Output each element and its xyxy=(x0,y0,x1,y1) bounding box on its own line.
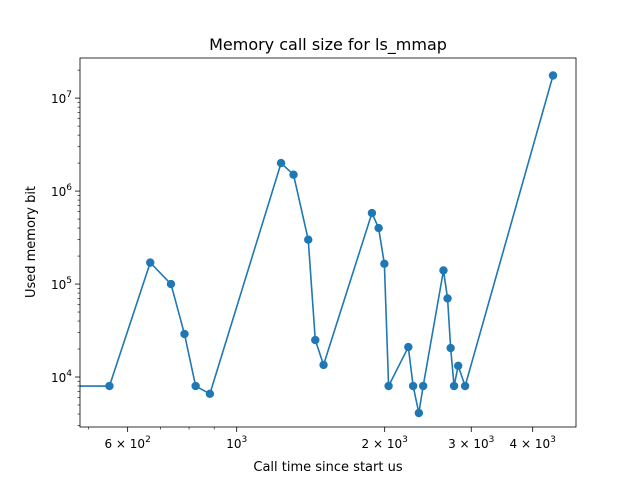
data-point xyxy=(304,235,313,244)
data-point xyxy=(205,389,215,398)
data-point xyxy=(319,360,328,370)
x-tick-label: 103 xyxy=(226,435,247,451)
data-point xyxy=(311,335,320,345)
data-point xyxy=(439,266,448,275)
data-point xyxy=(404,342,413,352)
data-point xyxy=(146,258,155,267)
plot-area: 6 × 102 103 2 × 103 3 × 103 4 × 103 10410510… xyxy=(51,57,577,451)
data-point xyxy=(289,170,298,179)
x-axis-ticks: 6 × 102 103 2 × 103 3 × 103 4 × 103 xyxy=(88,427,556,451)
data-point xyxy=(380,259,389,269)
x-tick-label: 3 × 103 xyxy=(448,435,494,451)
data-point xyxy=(446,343,455,353)
data-point xyxy=(408,381,418,391)
y-tick-label: 104 xyxy=(51,369,72,385)
data-point xyxy=(180,329,189,339)
data-point xyxy=(367,208,377,218)
data-point xyxy=(374,223,383,233)
data-point xyxy=(105,381,114,391)
data-point xyxy=(191,381,200,391)
y-axis-ticks: 104 105 106 107 xyxy=(51,69,80,426)
x-tick-label: 4 × 103 xyxy=(510,435,556,451)
data-point xyxy=(548,71,558,80)
data-point xyxy=(276,158,286,168)
data-point xyxy=(414,408,424,418)
data-point xyxy=(460,381,470,391)
chart-title: Memory call size for ls_mmap xyxy=(209,35,447,55)
x-tick-label: 2 × 103 xyxy=(362,435,408,451)
data-point xyxy=(449,381,459,391)
y-axis-label: Used memory bit xyxy=(24,186,39,298)
series-line xyxy=(80,75,554,414)
data-point xyxy=(384,381,393,391)
data-point xyxy=(166,279,176,289)
x-tick-label: 6 × 102 xyxy=(104,435,150,451)
data-point xyxy=(443,294,452,303)
y-tick-label: 106 xyxy=(51,183,72,199)
series-layer xyxy=(80,71,558,418)
data-point xyxy=(418,381,428,391)
data-point xyxy=(453,361,463,371)
y-tick-label: 107 xyxy=(51,90,72,106)
plot-frame xyxy=(79,57,577,428)
y-tick-label: 105 xyxy=(51,276,72,292)
x-axis-label: Call time since start us xyxy=(253,460,402,475)
